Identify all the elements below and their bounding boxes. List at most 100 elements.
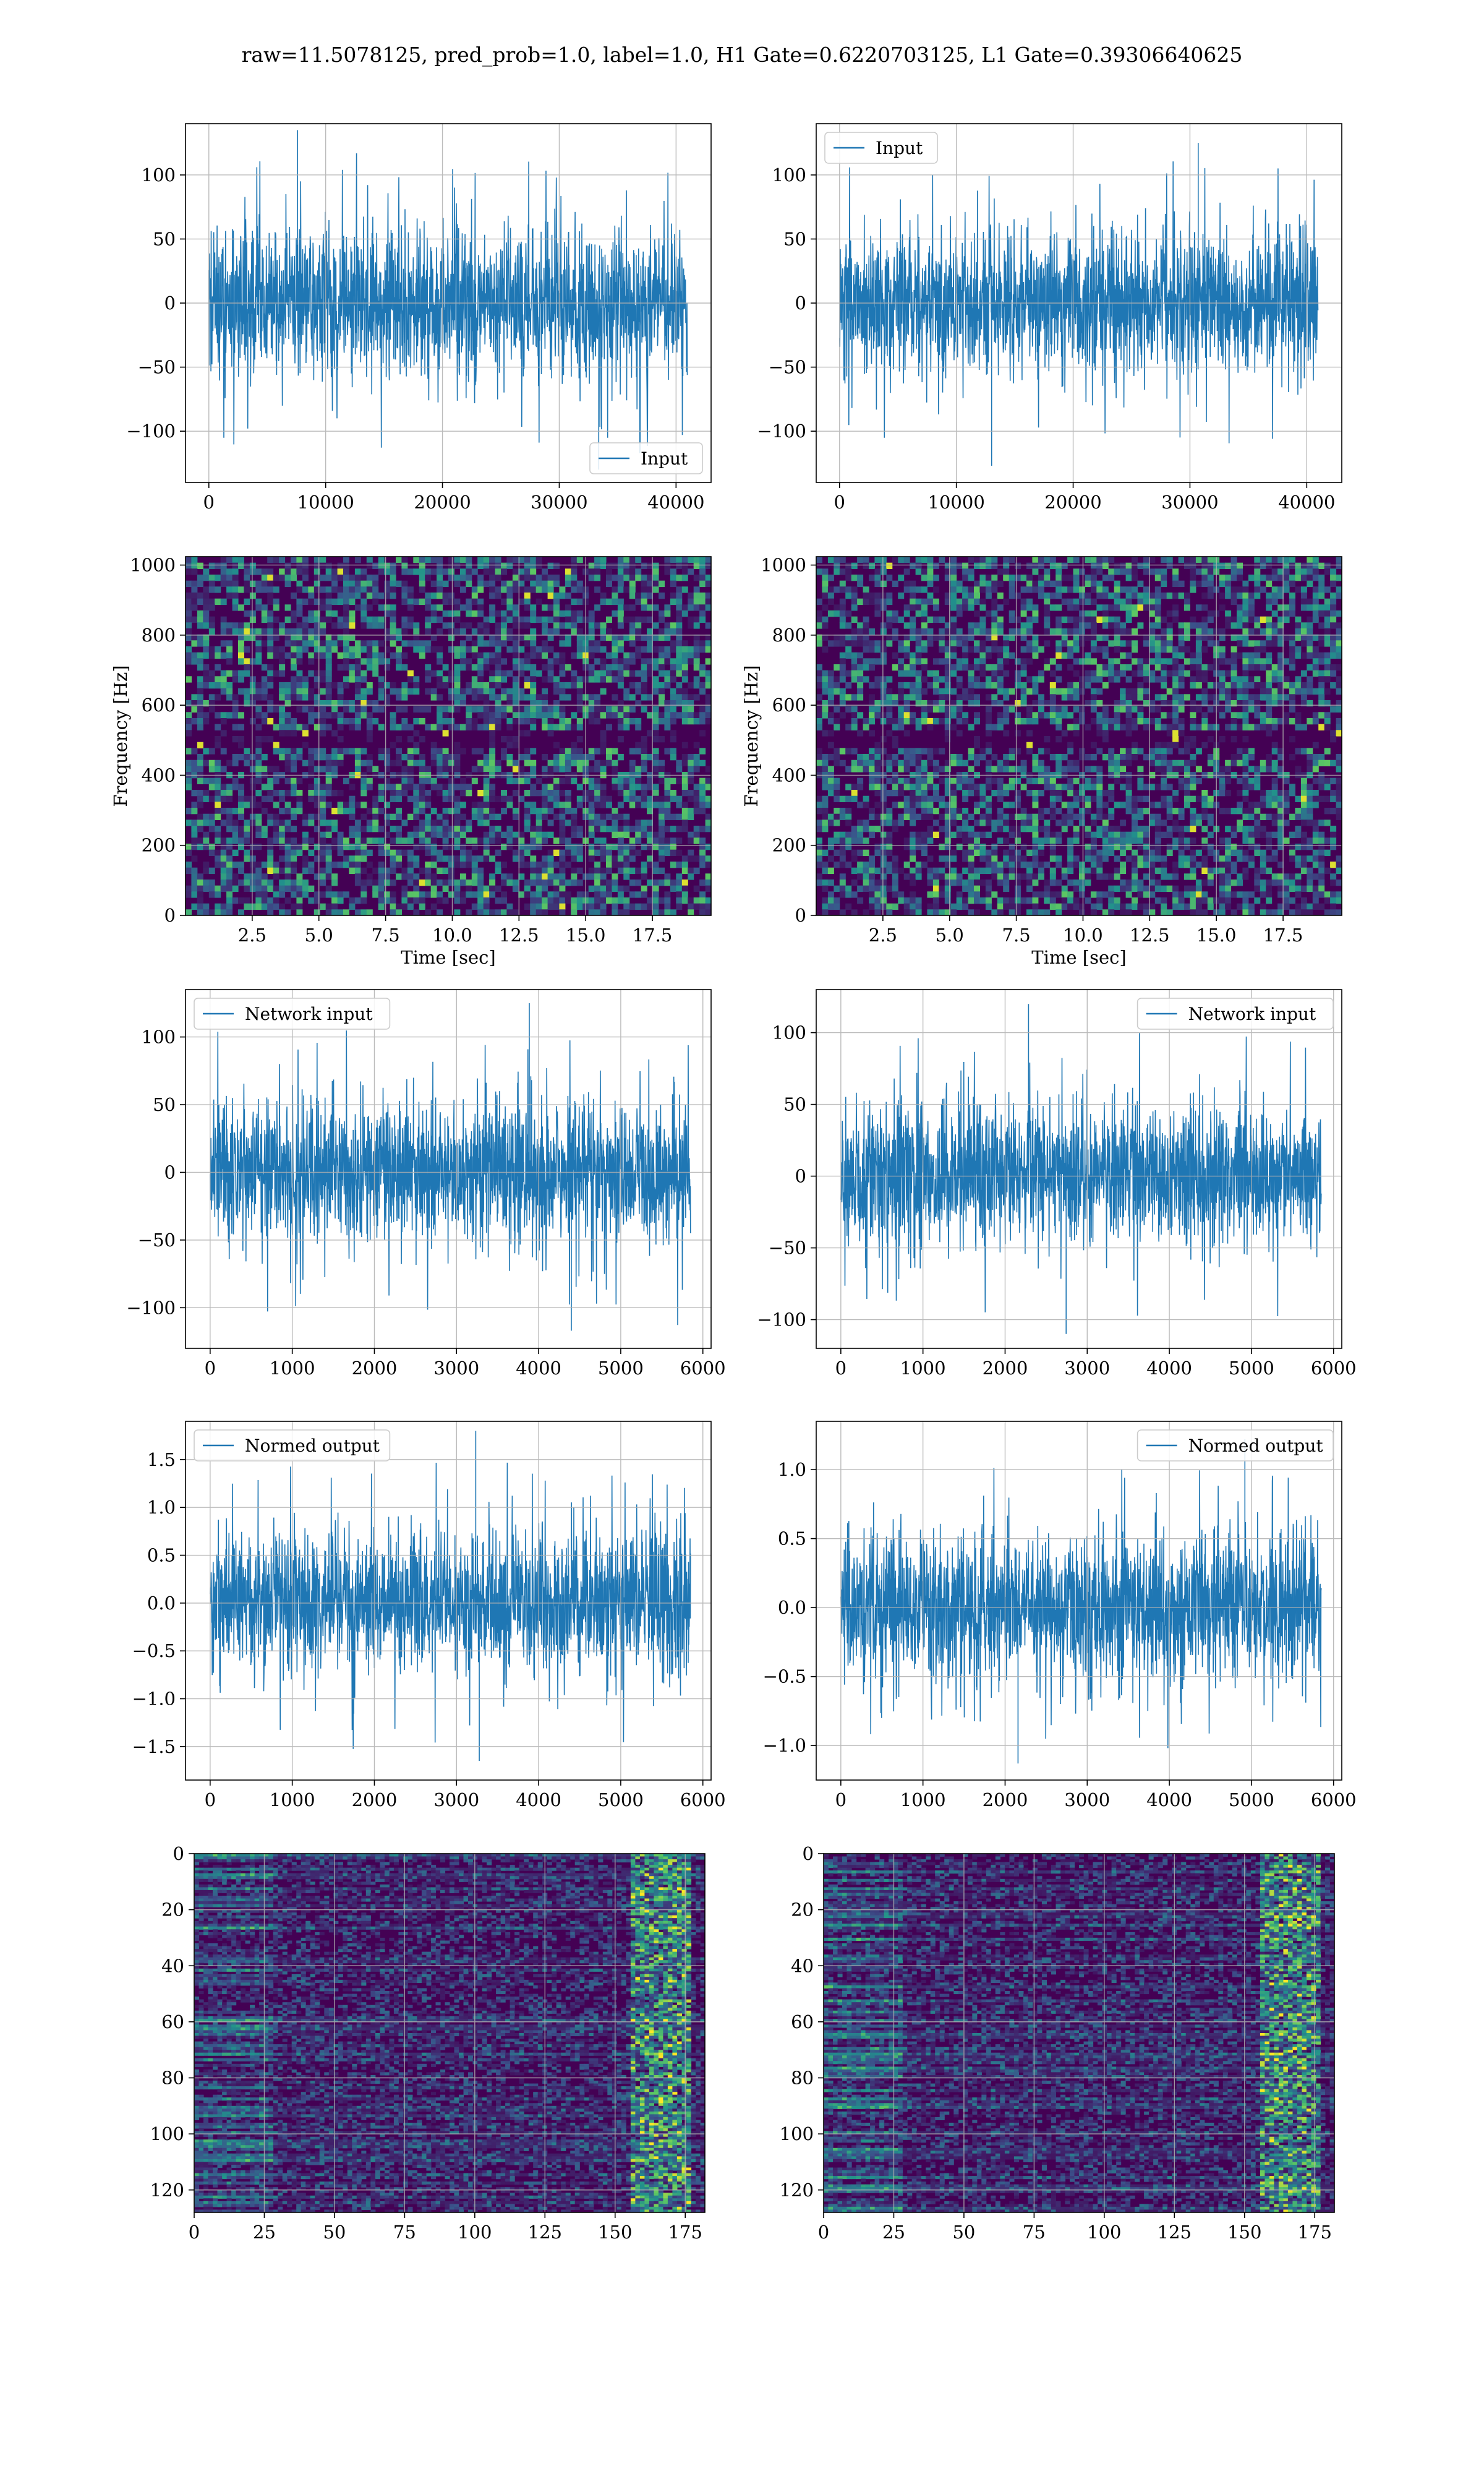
spec-right-xtick-label: 17.5 bbox=[1263, 925, 1303, 946]
raw-right-legend-label: Input bbox=[876, 138, 923, 158]
feat-left-ytick-label: 20 bbox=[161, 1899, 184, 1920]
net-right-ytick-label: 50 bbox=[783, 1094, 806, 1115]
raw-left-series-line bbox=[208, 130, 688, 470]
spec-left-xtick-label: 12.5 bbox=[499, 925, 539, 946]
figure-suptitle: raw=11.5078125, pred_prob=1.0, label=1.0… bbox=[242, 43, 1243, 67]
feat-left-xtick-label: 25 bbox=[253, 2222, 276, 2243]
norm-left-ytick-label: 1.0 bbox=[147, 1497, 176, 1518]
spec-left-xlabel: Time [sec] bbox=[401, 947, 495, 968]
net-right-ytick-label: −100 bbox=[757, 1309, 806, 1330]
spec-right-xlabel: Time [sec] bbox=[1031, 947, 1126, 968]
raw-left-legend-box bbox=[589, 442, 703, 474]
feat-right-axes: 0 25 50 75 100 125 150 175 0 20 40 60 80 100 120 bbox=[780, 1843, 1335, 2243]
feat-left-plot-area bbox=[194, 1854, 705, 2212]
spec-left-ytick-label: 600 bbox=[142, 695, 176, 716]
norm-right-grid bbox=[816, 1421, 1342, 1780]
norm-left-ytick-label: −0.5 bbox=[132, 1640, 176, 1661]
net-right-ytick-label: 0 bbox=[795, 1166, 806, 1187]
norm-right-ytick-label: −0.5 bbox=[763, 1666, 806, 1687]
norm-right-xtick-label: 1000 bbox=[900, 1789, 946, 1810]
feat-right-ytick-label: 100 bbox=[780, 2123, 814, 2144]
net-left-grid bbox=[186, 990, 711, 1348]
norm-left-frame bbox=[185, 1421, 712, 1781]
net-right-plot-area bbox=[816, 990, 1342, 1348]
net-right-frame bbox=[816, 989, 1342, 1349]
spec-left-xtick-label: 2.5 bbox=[238, 925, 267, 946]
feat-left-ytick-label: 100 bbox=[150, 2123, 184, 2144]
raw-right-xtick-label: 0 bbox=[834, 492, 845, 513]
raw-right-legend: Input bbox=[824, 132, 938, 164]
norm-left-axes: 0 1000 2000 3000 4000 5000 6000 −1.5 −1.0 −0.5 0.0… bbox=[132, 1421, 726, 1810]
feat-right-ytick-label: 0 bbox=[803, 1843, 814, 1864]
spec-left-ytick-label: 800 bbox=[142, 625, 176, 646]
net-left-series-line bbox=[210, 1003, 691, 1331]
feat-left-heatmap-cells bbox=[194, 1854, 705, 2212]
norm-left-xtick-label: 2000 bbox=[352, 1789, 398, 1810]
norm-right-frame bbox=[816, 1421, 1342, 1781]
raw-left-legend-label: Input bbox=[641, 448, 688, 469]
norm-right-legend-box bbox=[1136, 1429, 1334, 1462]
norm-left-ytick-label: 0.0 bbox=[147, 1593, 176, 1614]
norm-right-legend-label: Normed output bbox=[1188, 1436, 1324, 1456]
norm-right-xtick-label: 3000 bbox=[1064, 1789, 1110, 1810]
raw-left-ytick-label: −50 bbox=[138, 357, 176, 378]
net-right-legend-label: Network input bbox=[1188, 1004, 1316, 1024]
raw-left-xtick-label: 40000 bbox=[647, 492, 704, 513]
spec-left-ytick-label: 0 bbox=[164, 905, 176, 926]
norm-right-xtick-label: 6000 bbox=[1311, 1789, 1357, 1810]
spec-left-xtick-label: 15.0 bbox=[566, 925, 606, 946]
spec-left-ytick-label: 1000 bbox=[130, 555, 176, 576]
norm-left-series-line bbox=[210, 1431, 691, 1761]
norm-left-xtick-label: 3000 bbox=[433, 1789, 479, 1810]
norm-left-plot-area bbox=[186, 1421, 711, 1780]
net-right-xtick-label: 0 bbox=[835, 1358, 846, 1379]
raw-left-xtick-label: 10000 bbox=[297, 492, 354, 513]
norm-left-ytick-label: 0.5 bbox=[147, 1545, 176, 1566]
raw-left-ytick-label: −100 bbox=[126, 421, 176, 442]
net-right-xtick-label: 1000 bbox=[900, 1358, 946, 1379]
net-right-legend: Network input bbox=[1136, 998, 1334, 1030]
norm-left-xtick-label: 6000 bbox=[680, 1789, 726, 1810]
feat-right-xtick-label: 175 bbox=[1298, 2222, 1332, 2243]
spec-left-grid bbox=[186, 557, 711, 915]
spec-right-xtick-label: 15.0 bbox=[1196, 925, 1237, 946]
raw-right-legend-box bbox=[824, 132, 938, 164]
raw-left-ytick-label: 100 bbox=[142, 165, 176, 186]
raw-right-xtick-label: 10000 bbox=[928, 492, 985, 513]
net-left-xtick-label: 4000 bbox=[516, 1358, 561, 1379]
net-left-legend: Network input bbox=[194, 998, 391, 1030]
feat-right-grid bbox=[824, 1854, 1334, 2212]
raw-left-grid bbox=[186, 124, 711, 482]
raw-left-ytick-label: 50 bbox=[153, 228, 176, 249]
spec-left-frame bbox=[185, 556, 712, 916]
norm-left-legend: Normed output bbox=[194, 1429, 391, 1462]
net-left-axes: 0 1000 2000 3000 4000 5000 6000 −100 −50 0 50 100 Ne… bbox=[126, 989, 726, 1379]
spec-right-xtick-label: 12.5 bbox=[1130, 925, 1170, 946]
raw-left-plot-area bbox=[186, 124, 711, 482]
feat-left-frame bbox=[194, 1853, 706, 2213]
spec-left-xtick-label: 5.0 bbox=[305, 925, 333, 946]
net-right-axes: 0 1000 2000 3000 4000 5000 6000 −100 −50 0 50 100 Ne… bbox=[757, 989, 1357, 1379]
norm-right-ytick-label: 0.5 bbox=[778, 1528, 806, 1549]
spec-left-xtick-label: 17.5 bbox=[633, 925, 673, 946]
feat-left-xtick-label: 125 bbox=[528, 2222, 562, 2243]
net-right-xtick-label: 6000 bbox=[1311, 1358, 1357, 1379]
norm-right-xtick-label: 5000 bbox=[1229, 1789, 1274, 1810]
norm-left-xtick-label: 0 bbox=[205, 1789, 216, 1810]
spec-left-heatmap-cells bbox=[186, 557, 711, 915]
spec-right-ylabel: Frequency [Hz] bbox=[741, 665, 762, 807]
net-left-legend-box bbox=[194, 998, 391, 1030]
spec-left-xtick-label: 10.0 bbox=[432, 925, 472, 946]
norm-left-ytick-label: −1.5 bbox=[132, 1736, 176, 1757]
raw-left-legend: Input bbox=[589, 442, 703, 474]
feat-left-xtick-label: 150 bbox=[598, 2222, 632, 2243]
raw-left-xtick-label: 30000 bbox=[531, 492, 587, 513]
norm-right-legend: Normed output bbox=[1136, 1429, 1334, 1462]
net-left-xtick-label: 0 bbox=[205, 1358, 216, 1379]
net-right-xtick-label: 4000 bbox=[1146, 1358, 1192, 1379]
raw-right-ytick-label: 0 bbox=[795, 293, 806, 314]
feat-right-xtick-label: 0 bbox=[818, 2222, 829, 2243]
spec-left-ytick-label: 200 bbox=[142, 835, 176, 856]
norm-left-legend-label: Normed output bbox=[245, 1436, 380, 1456]
